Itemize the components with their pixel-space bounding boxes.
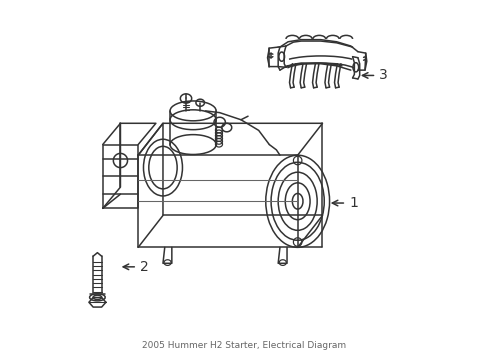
Text: 2: 2 [123,260,148,274]
Text: 1: 1 [332,196,357,210]
Text: 3: 3 [362,68,387,82]
Text: 2005 Hummer H2 Starter, Electrical Diagram: 2005 Hummer H2 Starter, Electrical Diagr… [142,341,346,350]
